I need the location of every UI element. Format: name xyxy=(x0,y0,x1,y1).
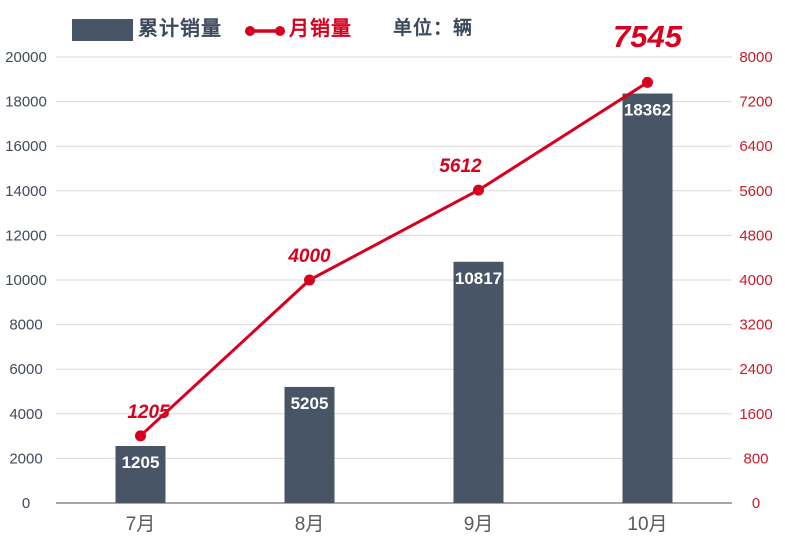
right-axis-tick-label: 4800 xyxy=(739,227,772,244)
left-axis-tick-label: 0 xyxy=(22,495,30,512)
legend-bar-label: 累计销量 xyxy=(138,18,222,40)
legend-line-label: 月销量 xyxy=(289,18,352,40)
legend-bar-swatch xyxy=(72,19,133,41)
unit-label: 单位：辆 xyxy=(393,18,474,39)
left-axis-tick-label: 12000 xyxy=(5,227,47,244)
right-axis-tick-label: 6400 xyxy=(739,138,772,155)
right-axis-tick-label: 5600 xyxy=(739,183,772,200)
line-point-marker xyxy=(135,430,146,442)
x-axis-category-label: 8月 xyxy=(295,514,325,535)
right-axis-tick-label: 800 xyxy=(743,450,768,467)
right-axis-tick-label: 2400 xyxy=(739,361,772,378)
bar-10月 xyxy=(622,93,673,503)
bar-value-label: 5205 xyxy=(291,394,329,413)
left-axis-tick-label: 16000 xyxy=(5,138,47,155)
left-axis-tick-label: 6000 xyxy=(9,361,42,378)
x-axis-category-label: 9月 xyxy=(464,514,494,535)
bar-value-label: 18362 xyxy=(624,101,671,120)
x-axis-category-label: 7月 xyxy=(126,514,156,535)
x-axis-category-label: 10月 xyxy=(627,514,667,535)
left-axis-tick-label: 20000 xyxy=(5,49,47,66)
left-axis-tick-label: 10000 xyxy=(5,272,47,289)
right-axis-tick-label: 1600 xyxy=(739,406,772,423)
right-axis-tick-label: 3200 xyxy=(739,317,772,334)
left-axis-tick-label: 2000 xyxy=(9,450,42,467)
bar-7月 xyxy=(115,446,166,503)
left-axis-tick-label: 18000 xyxy=(5,94,47,111)
right-axis-tick-label: 7200 xyxy=(739,94,772,111)
right-axis-tick-label: 8000 xyxy=(739,49,772,66)
line-point-label: 1205 xyxy=(127,402,170,423)
right-axis-tick-label: 0 xyxy=(752,495,760,512)
right-axis-tick-label: 4000 xyxy=(739,272,772,289)
legend-line-glyph xyxy=(245,26,285,36)
highlighted-point-label: 7545 xyxy=(613,19,683,54)
bar-value-label: 10817 xyxy=(455,269,502,288)
left-axis-tick-label: 4000 xyxy=(9,406,42,423)
line-point-marker xyxy=(473,184,484,196)
left-axis-tick-label: 8000 xyxy=(9,317,42,334)
line-point-marker xyxy=(304,274,315,286)
bar-9月 xyxy=(453,261,504,503)
line-point-label: 5612 xyxy=(439,156,482,177)
legend: 累计销量 月销量 单位：辆 xyxy=(0,0,785,56)
bar-8月 xyxy=(284,386,335,503)
line-point-label: 4000 xyxy=(287,246,331,267)
bar-value-label: 1205 xyxy=(122,453,160,472)
left-axis-tick-label: 14000 xyxy=(5,183,47,200)
monthly-sales-line xyxy=(139,81,649,437)
line-point-marker xyxy=(642,76,653,88)
